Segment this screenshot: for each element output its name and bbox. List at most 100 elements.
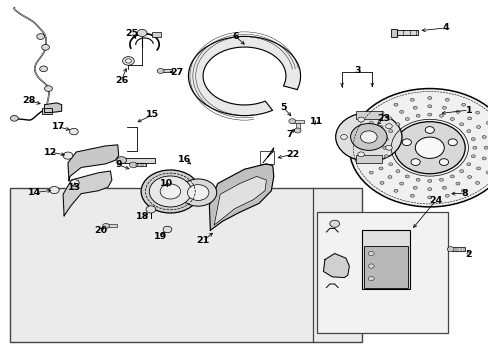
- Bar: [293, 120, 304, 123]
- Circle shape: [129, 162, 137, 168]
- Circle shape: [393, 189, 397, 192]
- Circle shape: [467, 117, 470, 120]
- Circle shape: [368, 171, 372, 174]
- Circle shape: [409, 98, 413, 101]
- Circle shape: [481, 135, 485, 139]
- Bar: [161, 69, 172, 72]
- Circle shape: [348, 89, 488, 207]
- Circle shape: [379, 181, 383, 184]
- Bar: [107, 225, 117, 227]
- Circle shape: [455, 182, 459, 185]
- Circle shape: [427, 105, 431, 108]
- Circle shape: [395, 170, 399, 173]
- Circle shape: [442, 186, 446, 189]
- Circle shape: [427, 96, 431, 99]
- Text: 14: 14: [28, 188, 41, 197]
- Circle shape: [442, 106, 446, 109]
- Text: 16: 16: [178, 155, 191, 164]
- Circle shape: [357, 117, 364, 122]
- Text: 25: 25: [124, 29, 138, 38]
- Text: 6: 6: [232, 32, 239, 41]
- Text: 3: 3: [354, 66, 360, 75]
- Circle shape: [412, 186, 416, 189]
- Circle shape: [329, 220, 339, 227]
- Polygon shape: [214, 176, 266, 225]
- Text: 26: 26: [115, 76, 128, 85]
- Text: 12: 12: [44, 148, 57, 157]
- Text: 11: 11: [309, 117, 323, 126]
- Circle shape: [362, 134, 366, 136]
- Circle shape: [402, 139, 410, 145]
- Circle shape: [409, 194, 413, 197]
- Circle shape: [467, 176, 470, 179]
- Circle shape: [387, 176, 391, 179]
- Circle shape: [360, 131, 376, 143]
- Circle shape: [481, 157, 485, 160]
- Text: 9: 9: [115, 161, 122, 170]
- Circle shape: [157, 68, 163, 73]
- Circle shape: [475, 181, 479, 184]
- Text: 24: 24: [428, 196, 441, 205]
- Bar: [451, 247, 465, 251]
- Circle shape: [49, 186, 59, 194]
- Circle shape: [399, 182, 403, 185]
- Circle shape: [449, 118, 453, 121]
- Circle shape: [385, 124, 391, 129]
- Circle shape: [69, 129, 78, 135]
- Polygon shape: [44, 103, 61, 113]
- Text: 5: 5: [280, 103, 286, 112]
- Circle shape: [367, 251, 373, 256]
- Circle shape: [137, 30, 147, 37]
- Circle shape: [415, 114, 419, 117]
- Bar: [295, 123, 299, 130]
- Circle shape: [385, 145, 391, 150]
- Circle shape: [439, 159, 447, 166]
- Circle shape: [367, 264, 373, 268]
- Circle shape: [141, 170, 199, 213]
- Circle shape: [371, 146, 375, 149]
- Circle shape: [425, 127, 433, 133]
- Text: 1: 1: [465, 105, 471, 114]
- Circle shape: [412, 106, 416, 109]
- Circle shape: [387, 117, 391, 120]
- Circle shape: [415, 178, 419, 181]
- Circle shape: [414, 137, 444, 158]
- Circle shape: [360, 146, 364, 149]
- Text: 8: 8: [461, 189, 468, 198]
- Circle shape: [466, 163, 470, 166]
- Polygon shape: [68, 145, 119, 181]
- Bar: [260, 151, 273, 164]
- Circle shape: [146, 206, 156, 213]
- Circle shape: [476, 126, 480, 129]
- Circle shape: [373, 157, 377, 160]
- Circle shape: [466, 130, 470, 132]
- Circle shape: [394, 122, 464, 174]
- Circle shape: [10, 116, 18, 121]
- Circle shape: [445, 98, 448, 101]
- Circle shape: [350, 123, 386, 150]
- Circle shape: [163, 226, 171, 233]
- Bar: [122, 158, 155, 163]
- Circle shape: [373, 135, 377, 139]
- Circle shape: [470, 138, 474, 141]
- Circle shape: [122, 57, 134, 65]
- Circle shape: [117, 157, 126, 164]
- Bar: [390, 29, 396, 37]
- Bar: [135, 163, 145, 166]
- Circle shape: [405, 175, 408, 178]
- Text: 28: 28: [22, 96, 36, 105]
- Circle shape: [388, 130, 392, 132]
- Circle shape: [439, 114, 443, 117]
- Bar: [355, 155, 381, 163]
- Circle shape: [427, 113, 431, 116]
- Text: 10: 10: [160, 179, 173, 188]
- Circle shape: [459, 170, 463, 173]
- Text: 17: 17: [52, 122, 65, 131]
- Bar: [10, 188, 361, 342]
- Circle shape: [427, 196, 431, 199]
- Polygon shape: [209, 164, 273, 230]
- Circle shape: [461, 189, 465, 192]
- Bar: [166, 184, 170, 191]
- Text: 15: 15: [146, 110, 159, 119]
- Text: 20: 20: [94, 226, 107, 235]
